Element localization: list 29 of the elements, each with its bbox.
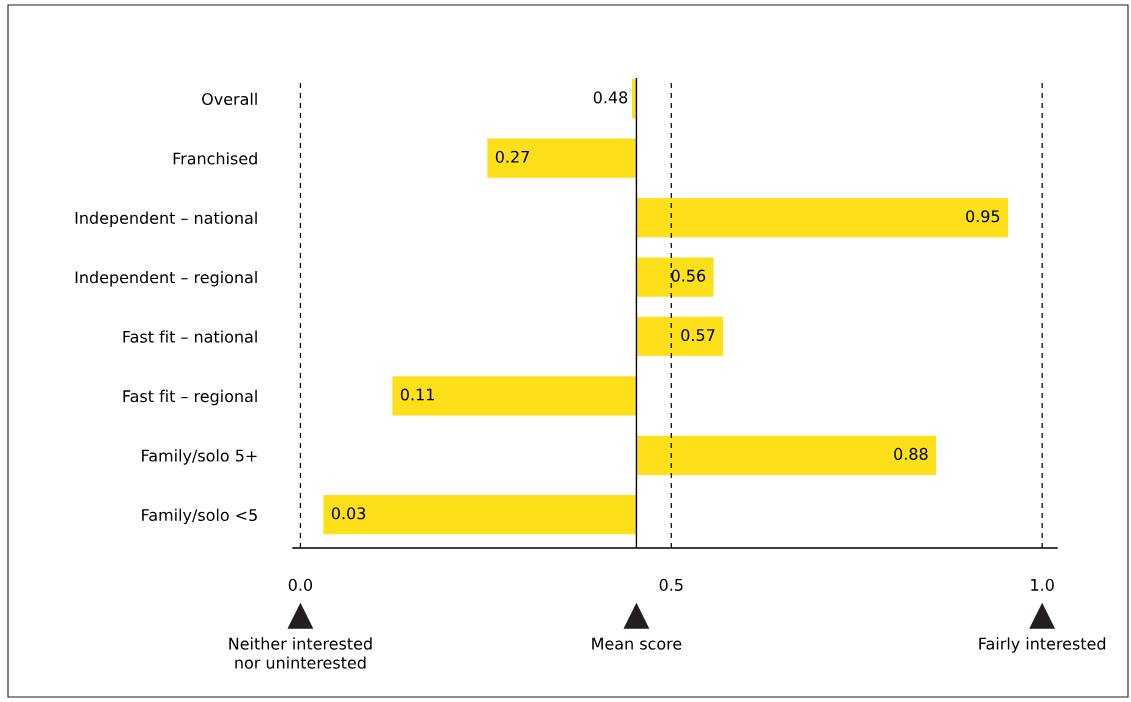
annotation: 0.11 <box>400 388 434 401</box>
annotation: 0.95 <box>966 210 1000 223</box>
bar <box>636 435 937 475</box>
bar <box>636 316 724 357</box>
y-tick-label: Independent – regional <box>75 270 257 287</box>
y-tick-label: Fast fit – national <box>123 330 257 343</box>
y-tick-label: Family/solo <5 <box>142 508 257 525</box>
annotation: 0.56 <box>671 269 706 282</box>
y-tick-label: Family/solo 5+ <box>142 449 257 465</box>
x-tick-label: 0.0 <box>288 578 313 591</box>
y-tick-label: Fast fit – regional <box>123 389 257 406</box>
bar <box>392 376 637 416</box>
x-tick-label: 1.0 <box>1031 578 1054 591</box>
y-tick-label: Overall <box>202 92 257 106</box>
x-tick-label: 0.5 <box>659 578 683 591</box>
y-tick-label: Independent – national <box>75 211 257 228</box>
bar <box>487 138 637 178</box>
annotation: 0.88 <box>894 447 928 460</box>
annotation: 0.27 <box>495 150 529 163</box>
y-tick-label: Franchised <box>173 152 257 165</box>
text: Fairly interested <box>979 637 1106 653</box>
annotation: 0.03 <box>331 507 366 520</box>
annotation: 0.57 <box>681 329 715 342</box>
text: Neither interested nor uninterested <box>229 637 372 669</box>
annotation: 0.48 <box>593 91 628 104</box>
bar <box>636 257 714 297</box>
bar <box>636 198 1009 238</box>
text: Mean score <box>592 637 682 650</box>
bar <box>323 495 637 535</box>
